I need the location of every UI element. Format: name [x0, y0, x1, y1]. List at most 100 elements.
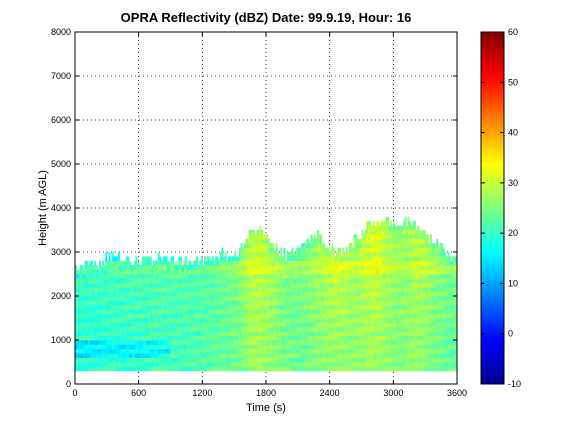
echo-cell: [157, 313, 160, 319]
echo-cell: [160, 318, 163, 323]
echo-cell: [313, 247, 316, 253]
echo-cell: [105, 335, 108, 341]
echo-cell: [332, 296, 335, 301]
echo-cell: [102, 331, 105, 336]
echo-cell: [229, 313, 232, 319]
echo-cell: [326, 357, 329, 363]
echo-cell: [226, 340, 229, 345]
echo-cell: [316, 304, 319, 310]
echo-cell: [208, 318, 211, 323]
echo-cell: [199, 366, 202, 372]
echo-cell: [246, 256, 249, 262]
echo-cell: [229, 265, 232, 270]
echo-cell: [242, 322, 245, 328]
echo-cell: [250, 304, 253, 310]
echo-cell: [301, 265, 304, 270]
echo-cell: [86, 340, 89, 345]
echo-cell: [356, 348, 359, 354]
echo-cell: [232, 313, 235, 319]
echo-cell: [348, 309, 351, 314]
echo-cell: [313, 326, 316, 332]
echo-cell: [189, 366, 192, 372]
echo-cell: [301, 366, 304, 372]
echo-cell: [321, 300, 324, 306]
echo-cell: [152, 313, 155, 319]
echo-cell: [326, 274, 329, 279]
echo-cell: [78, 353, 81, 358]
echo-cell: [328, 256, 331, 262]
echo-cell: [226, 318, 229, 323]
echo-cell: [232, 274, 235, 279]
echo-cell: [366, 296, 369, 301]
echo-cell: [266, 362, 268, 367]
echo-cell: [364, 322, 367, 328]
echo-cell: [251, 309, 254, 314]
echo-cell: [172, 353, 175, 358]
echo-cell: [145, 318, 148, 323]
echo-cell: [121, 282, 124, 288]
echo-cell: [259, 274, 262, 279]
echo-cell: [356, 331, 359, 336]
echo-cell: [157, 269, 160, 275]
echo-cell: [110, 313, 113, 319]
echo-cell: [273, 265, 276, 270]
echo-cell: [358, 252, 361, 257]
echo-cell: [168, 353, 171, 358]
echo-cell: [324, 265, 327, 270]
echo-cell: [164, 300, 167, 306]
echo-cell: [82, 296, 85, 301]
echo-cell: [242, 269, 245, 275]
echo-cell: [92, 296, 95, 301]
echo-cell: [181, 318, 184, 323]
echo-cell: [181, 357, 184, 363]
echo-cell: [223, 260, 226, 266]
echo-cell: [192, 326, 195, 332]
echo-cell: [175, 260, 178, 266]
echo-cell: [280, 322, 283, 328]
echo-cell: [343, 331, 346, 336]
echo-cell: [175, 344, 178, 350]
echo-cell: [86, 331, 89, 336]
echo-cell: [157, 296, 160, 301]
echo-cell: [342, 322, 345, 328]
echo-cell: [339, 291, 342, 297]
echo-cell: [240, 256, 243, 262]
echo-cell: [175, 318, 178, 323]
echo-cell: [229, 348, 232, 354]
echo-cell: [355, 304, 358, 310]
echo-cell: [331, 340, 334, 345]
echo-cell: [329, 348, 332, 354]
echo-cell: [320, 340, 323, 345]
echo-cell: [305, 357, 308, 363]
echo-cell: [211, 318, 214, 323]
echo-cell: [192, 300, 195, 306]
echo-cell: [307, 313, 310, 319]
echo-cell: [232, 269, 235, 275]
echo-cell: [363, 300, 366, 306]
echo-cell: [278, 366, 281, 372]
echo-cell: [92, 344, 95, 350]
echo-cell: [320, 318, 323, 323]
echo-cell: [264, 256, 267, 262]
echo-cell: [315, 326, 318, 332]
echo-cell: [89, 282, 92, 288]
echo-cell: [293, 357, 296, 363]
echo-cell: [143, 260, 146, 266]
echo-cell: [102, 296, 105, 301]
echo-cell: [321, 278, 324, 284]
echo-cell: [105, 326, 108, 332]
echo-cell: [229, 274, 232, 279]
echo-cell: [277, 340, 280, 345]
echo-cell: [332, 256, 335, 262]
echo-cell: [301, 326, 304, 332]
echo-cell: [113, 278, 116, 284]
echo-cell: [75, 357, 77, 363]
echo-cell: [348, 265, 351, 270]
echo-cell: [345, 291, 348, 297]
echo-cell: [208, 348, 211, 354]
echo-cell: [78, 269, 81, 275]
echo-cell: [312, 340, 315, 345]
echo-cell: [258, 309, 261, 314]
echo-cell: [162, 340, 165, 345]
echo-cell: [273, 269, 276, 275]
